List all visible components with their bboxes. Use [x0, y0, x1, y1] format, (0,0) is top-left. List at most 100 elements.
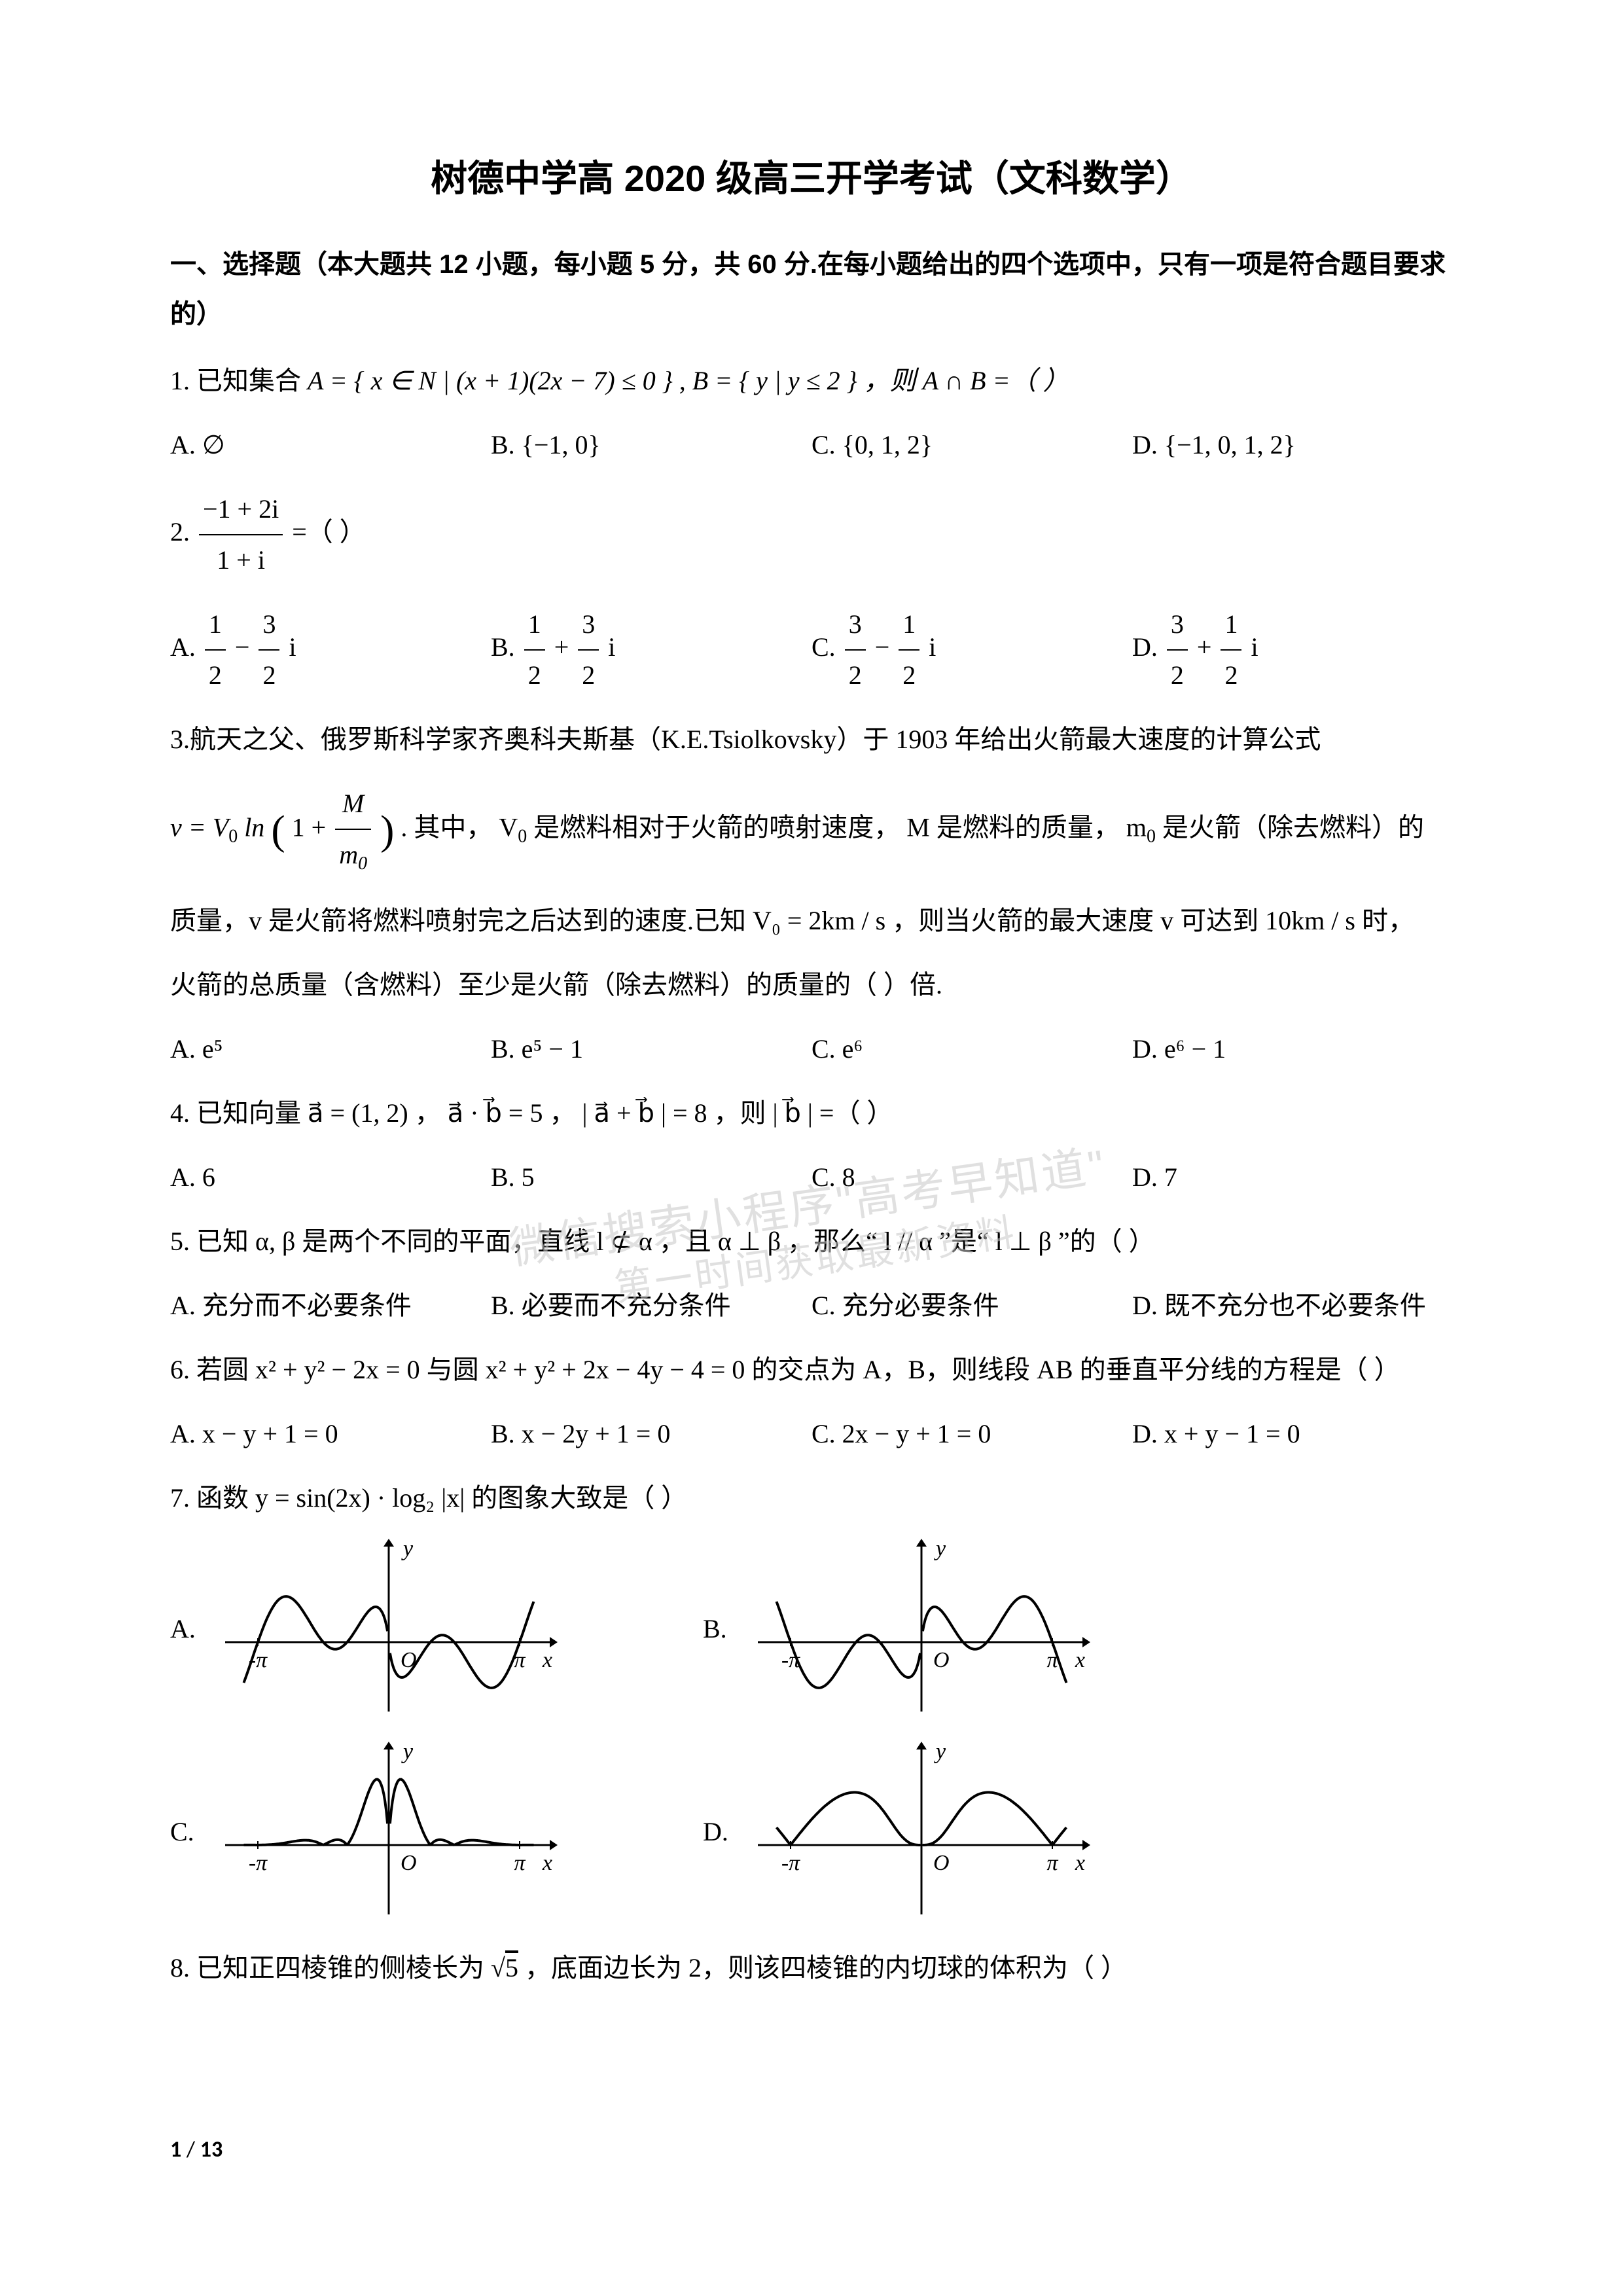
svg-text:x: x	[1075, 1648, 1085, 1672]
q7-graph-a-cell: A. π-πOxy	[170, 1537, 559, 1721]
svg-text:O: O	[933, 1648, 950, 1672]
q2a-mid: −	[235, 633, 257, 662]
q5-options: A. 充分而不必要条件 B. 必要而不充分条件 C. 充分必要条件 D. 既不充…	[170, 1281, 1453, 1331]
page-number: 1 / 13	[170, 2129, 223, 2172]
q2b-d1: 2	[524, 651, 545, 700]
q5-opt-d: D. 既不充分也不必要条件	[1132, 1281, 1453, 1331]
q7-opt-b: B.	[703, 1604, 733, 1654]
rparen-icon: )	[380, 807, 394, 853]
q3-sub0-b: 0	[518, 827, 527, 847]
q7-graph-row-1: A. π-πOxy B. π-πOxy	[170, 1537, 1453, 1721]
svg-text:x: x	[542, 1648, 552, 1672]
q7-opt-c: C.	[170, 1807, 200, 1857]
svg-text:O: O	[933, 1851, 950, 1875]
q3-sub0-a: 0	[228, 827, 238, 847]
q2d-d2: 2	[1221, 651, 1241, 700]
question-5: 5. 已知 α, β 是两个不同的平面，直线 l ⊄ α ，且 α ⊥ β ，那…	[170, 1217, 1453, 1266]
page-content: 树德中学高 2020 级高三开学考试（文科数学） 一、选择题（本大题共 12 小…	[0, 0, 1623, 2086]
q7-graph-d: π-πOxy	[751, 1740, 1092, 1924]
question-3-line3: 质量，v 是火箭将燃料喷射完之后达到的速度.已知 V₀ = 2km / s ，则…	[170, 896, 1453, 946]
q2b-mid: +	[554, 633, 576, 662]
q3-opt-b: B. e⁵ − 1	[491, 1024, 812, 1074]
lparen-icon: (	[271, 807, 285, 853]
q3-frac-num: M	[335, 779, 371, 830]
question-6: 6. 若圆 x² + y² − 2x = 0 与圆 x² + y² + 2x −…	[170, 1345, 1453, 1395]
q1-stem-pre: 1. 已知集合	[170, 366, 308, 395]
svg-text:x: x	[542, 1851, 552, 1875]
question-4: 4. 已知向量 a⃗ = (1, 2) ， a⃗ · b⃗ = 5 ， | a⃗…	[170, 1088, 1453, 1138]
question-1: 1. 已知集合 A = { x ∈ N | (x + 1)(2x − 7) ≤ …	[170, 356, 1453, 406]
q2c-n1: 3	[845, 600, 866, 651]
q2-frac-num: −1 + 2i	[199, 484, 283, 535]
q5-opt-b: B. 必要而不充分条件	[491, 1281, 812, 1331]
q4-opt-d: D. 7	[1132, 1153, 1453, 1202]
q2d-post: i	[1251, 633, 1258, 662]
q7-graph-b-cell: B. π-πOxy	[703, 1537, 1092, 1721]
q3-v-eq: v = V	[170, 813, 228, 842]
q4-opt-c: C. 8	[812, 1153, 1132, 1202]
svg-text:-π: -π	[249, 1851, 268, 1875]
q3-frac: M m0	[335, 779, 371, 881]
q8-sqrt-5: 5	[505, 1953, 518, 1982]
q2b-n1: 1	[524, 600, 545, 651]
q3-ln: ln	[244, 813, 264, 842]
q6-opt-d: D. x + y − 1 = 0	[1132, 1409, 1453, 1459]
svg-text:y: y	[401, 1740, 414, 1764]
q2-opt-b: B. 12 + 32 i	[491, 600, 812, 700]
q2-opt-a: A. 12 − 32 i	[170, 600, 491, 700]
q2d-mid: +	[1197, 633, 1219, 662]
q2-opt-d: D. 32 + 12 i	[1132, 600, 1453, 700]
q1-set-B: B = { y | y ≤ 2 } ，则 A ∩ B =（ ）	[692, 366, 1069, 395]
q2a-d2: 2	[259, 651, 279, 700]
q8-stem-post: ，底面边长为 2，则该四棱锥的内切球的体积为（ ）	[525, 1953, 1127, 1982]
q2a-n1: 1	[205, 600, 226, 651]
question-3-line4: 火箭的总质量（含燃料）至少是火箭（除去燃料）的质量的（ ）倍.	[170, 960, 1453, 1010]
sqrt-icon: √	[491, 1953, 505, 1982]
svg-text:π: π	[514, 1851, 526, 1875]
q2-stem-post: =（ ）	[292, 518, 366, 547]
q7-graph-d-cell: D. π-πOxy	[703, 1740, 1092, 1924]
q2b-pre: B.	[491, 633, 522, 662]
q1-opt-b: B. {−1, 0}	[491, 420, 812, 470]
q7-graph-c-cell: C. π-πOxy	[170, 1740, 559, 1924]
question-3-line2: v = V0 ln ( 1 + M m0 ) . 其中， V0 是燃料相对于火箭…	[170, 779, 1453, 881]
svg-text:x: x	[1075, 1851, 1085, 1875]
q3-post3: 是火箭（除去燃料）的	[1162, 813, 1424, 842]
q3-opt-d: D. e⁶ − 1	[1132, 1024, 1453, 1074]
q6-opt-b: B. x − 2y + 1 = 0	[491, 1409, 812, 1459]
q2d-n2: 1	[1221, 600, 1241, 651]
svg-text:O: O	[401, 1648, 417, 1672]
q3-frac-den: m0	[335, 830, 371, 881]
q2a-d1: 2	[205, 651, 226, 700]
q4-options: A. 6 B. 5 C. 8 D. 7	[170, 1153, 1453, 1202]
q1-opt-d: D. {−1, 0, 1, 2}	[1132, 420, 1453, 470]
q1-set-A: A = { x ∈ N | (x + 1)(2x − 7) ≤ 0 } ,	[308, 366, 686, 395]
svg-text:π: π	[1046, 1851, 1058, 1875]
q1-opt-c: C. {0, 1, 2}	[812, 420, 1132, 470]
q2d-n1: 3	[1167, 600, 1188, 651]
q5-opt-c: C. 充分必要条件	[812, 1281, 1132, 1331]
svg-text:y: y	[934, 1537, 946, 1561]
q3-m0: 0	[358, 853, 367, 874]
q6-opt-c: C. 2x − y + 1 = 0	[812, 1409, 1132, 1459]
page-title: 树德中学高 2020 级高三开学考试（文科数学）	[170, 144, 1453, 213]
q7-graph-c: π-πOxy	[219, 1740, 559, 1924]
question-2: 2. −1 + 2i 1 + i =（ ）	[170, 484, 1453, 585]
svg-text:y: y	[401, 1537, 414, 1561]
q3-options: A. e⁵ B. e⁵ − 1 C. e⁶ D. e⁶ − 1	[170, 1024, 1453, 1074]
q3-opt-a: A. e⁵	[170, 1024, 491, 1074]
q5-opt-a: A. 充分而不必要条件	[170, 1281, 491, 1331]
q2-opt-c: C. 32 − 12 i	[812, 600, 1132, 700]
q3-post1: . 其中， V	[401, 813, 518, 842]
q3-post2: 是燃料相对于火箭的喷射速度， M 是燃料的质量， m	[533, 813, 1147, 842]
page-num-current: 1	[170, 2136, 181, 2163]
q4-opt-b: B. 5	[491, 1153, 812, 1202]
q2c-mid: −	[875, 633, 897, 662]
q2a-post: i	[289, 633, 296, 662]
q7-opt-d: D.	[703, 1807, 733, 1857]
q6-opt-a: A. x − y + 1 = 0	[170, 1409, 491, 1459]
q2-options: A. 12 − 32 i B. 12 + 32 i C. 32 − 12 i D…	[170, 600, 1453, 700]
page-num-total: 13	[200, 2136, 223, 2163]
q1-opt-a: A. ∅	[170, 420, 491, 470]
q3-one-plus: 1 +	[292, 813, 333, 842]
